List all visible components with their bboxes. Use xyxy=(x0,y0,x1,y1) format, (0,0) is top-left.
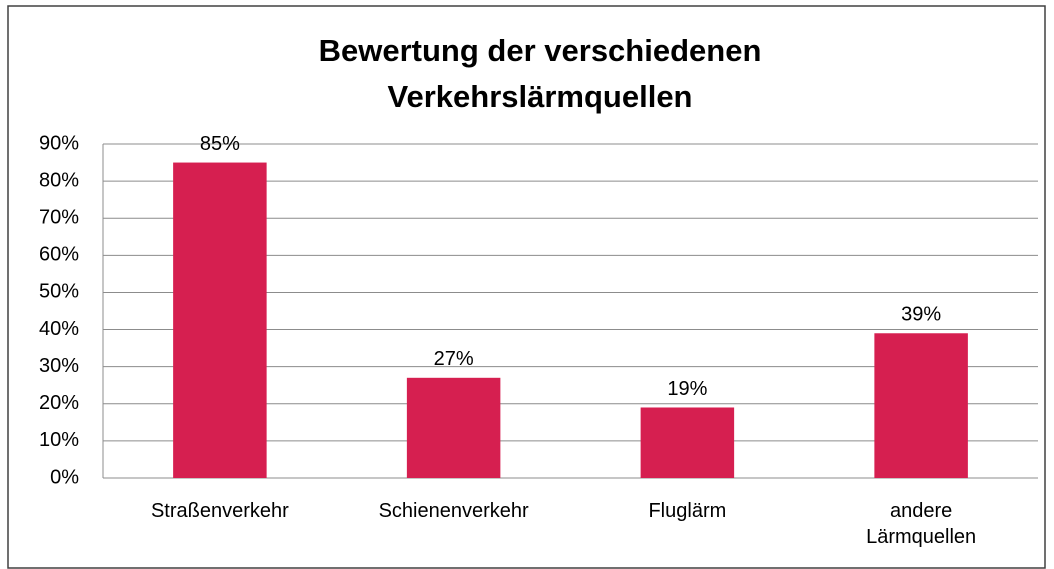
y-tick-label: 90% xyxy=(39,132,79,154)
value-label: 27% xyxy=(434,348,474,370)
y-tick-label: 0% xyxy=(50,466,79,488)
bar xyxy=(406,377,501,478)
bar xyxy=(640,407,735,478)
x-tick-label: Schienenverkehr xyxy=(378,500,529,522)
x-tick-label: Straßenverkehr xyxy=(150,500,289,522)
y-tick-label: 70% xyxy=(39,207,79,229)
value-label: 85% xyxy=(200,133,240,155)
bar xyxy=(874,333,968,478)
y-tick-label: 40% xyxy=(39,318,79,340)
x-tick-label: andere Lärmquellen xyxy=(866,500,977,548)
chart-title: Bewertung der verschiedenen Verkehrslärm… xyxy=(318,33,762,114)
chart-frame xyxy=(7,5,1046,569)
x-tick-label: Fluglärm xyxy=(648,500,727,522)
y-tick-label: 60% xyxy=(39,244,79,266)
y-tick-label: 80% xyxy=(39,169,79,191)
y-tick-label: 50% xyxy=(39,281,79,303)
y-tick-label: 30% xyxy=(39,355,79,377)
y-tick-label: 20% xyxy=(39,392,79,414)
value-label: 19% xyxy=(667,378,707,400)
bar xyxy=(173,162,267,479)
value-label: 39% xyxy=(901,304,941,326)
y-tick-label: 10% xyxy=(39,429,79,451)
